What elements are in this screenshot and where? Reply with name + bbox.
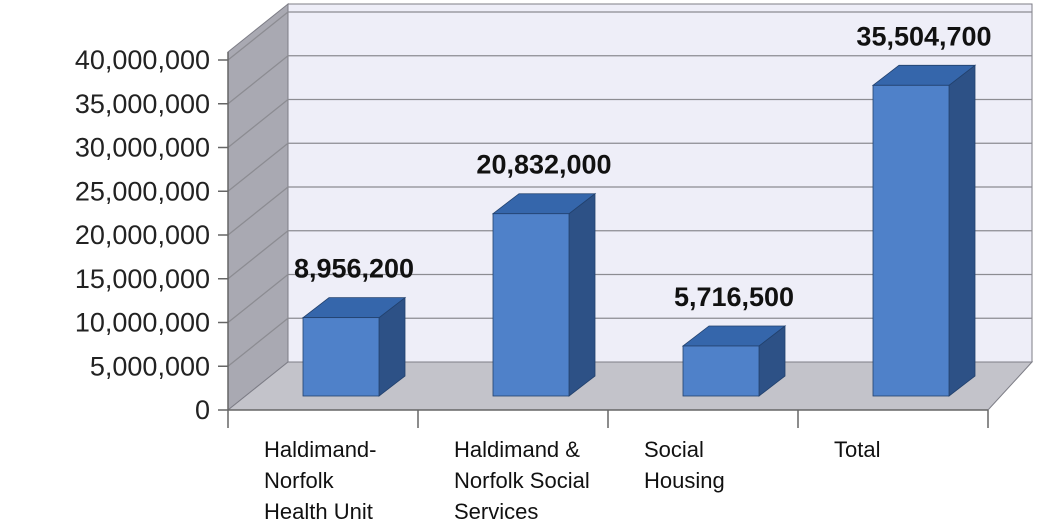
x-tick-label: Norfolk	[264, 468, 335, 493]
gridline	[227, 11, 1032, 61]
gridline	[227, 98, 1032, 149]
y-tick-label: 30,000,000	[75, 133, 210, 163]
y-tick-label: 0	[195, 395, 210, 425]
side-wall	[227, 2, 289, 412]
data-label: 5,716,500	[674, 282, 794, 312]
x-tick-label: Norfolk Social	[454, 468, 590, 493]
x-tick-label: Haldimand &	[454, 437, 580, 462]
data-label: 8,956,200	[294, 254, 414, 284]
data-label: 35,504,700	[856, 21, 991, 51]
bar-side	[568, 192, 596, 397]
bar	[872, 84, 950, 397]
y-tick-label: 35,000,000	[75, 89, 210, 119]
bar-side	[948, 64, 976, 397]
gridline	[227, 55, 1032, 105]
gridline	[227, 142, 1032, 192]
x-tick-label: Housing	[644, 468, 725, 493]
data-label: 20,832,000	[476, 150, 611, 180]
bar	[492, 213, 570, 397]
x-tick-label: Services	[454, 499, 538, 523]
x-tick-label: Social	[644, 437, 704, 462]
y-tick-label: 40,000,000	[75, 45, 210, 75]
x-tick-label: Total	[834, 437, 880, 462]
gridline	[227, 273, 1032, 324]
gridline	[227, 186, 1032, 236]
gridline	[227, 230, 1032, 280]
y-tick-label: 5,000,000	[90, 351, 210, 381]
bar	[302, 317, 380, 397]
y-tick-label: 15,000,000	[75, 264, 210, 294]
x-tick-label: Health Unit	[264, 499, 373, 523]
x-tick-label: Haldimand-	[264, 437, 377, 462]
y-tick-label: 25,000,000	[75, 176, 210, 206]
bar	[682, 345, 760, 397]
y-tick-label: 20,000,000	[75, 220, 210, 250]
y-tick-label: 10,000,000	[75, 308, 210, 338]
gridline	[227, 317, 1032, 367]
